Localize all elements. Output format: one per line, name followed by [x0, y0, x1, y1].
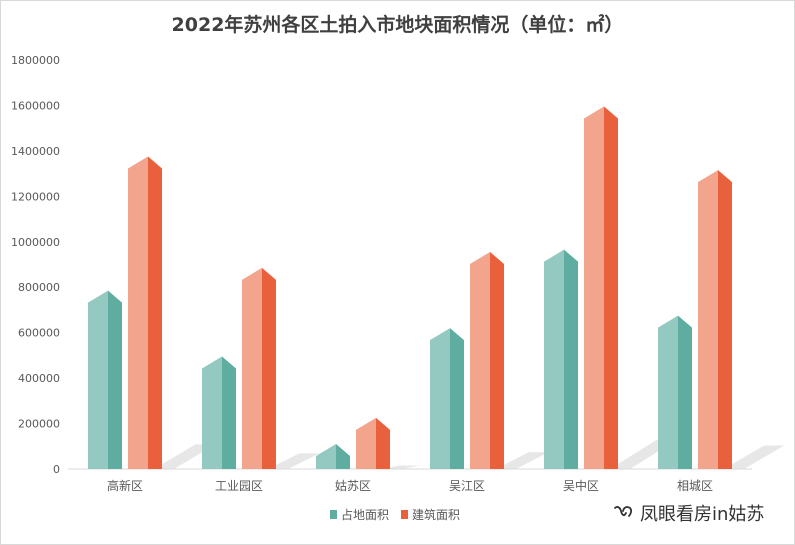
bar-front [202, 356, 222, 469]
x-tick-label: 姑苏区 [335, 479, 371, 493]
bar-shadow [154, 444, 216, 469]
chart-title: 2022年苏州各区土拍入市地块面积情况（单位：㎡） [171, 14, 624, 36]
bars [88, 106, 732, 470]
bar-front [88, 290, 108, 469]
x-tick-label: 吴中区 [563, 478, 599, 493]
y-tick-label: 1600000 [11, 99, 60, 112]
bar-front [242, 267, 262, 469]
legend-swatch-land-area [330, 510, 337, 519]
y-tick-label: 1200000 [11, 190, 60, 203]
bar-shadow [268, 453, 320, 469]
legend-label-building-area: 建筑面积 [412, 508, 461, 522]
bar-front [316, 443, 336, 469]
y-axis: 0 200000 400000 600000 800000 1000000 1200000 1… [11, 54, 60, 476]
bar-front [430, 328, 450, 469]
y-tick-label: 600000 [18, 327, 60, 340]
y-tick-label: 800000 [18, 281, 60, 294]
bar-front [658, 315, 678, 469]
bar-front [356, 417, 376, 469]
x-tick-label: 高新区 [107, 478, 143, 493]
legend-swatch-building-area [401, 510, 409, 519]
legend-label-land-area: 占地面积 [341, 508, 390, 522]
y-tick-label: 1400000 [11, 145, 60, 158]
bar-shadow [724, 445, 785, 469]
x-axis: 高新区 工业园区 姑苏区 吴江区 吴中区 相城区 [107, 478, 713, 493]
bar-front [584, 106, 604, 470]
bar-side [718, 170, 732, 469]
y-tick-label: 1000000 [11, 236, 60, 249]
y-tick-label: 400000 [18, 372, 60, 385]
bar-side [108, 290, 122, 469]
x-tick-label: 吴江区 [449, 479, 485, 493]
watermark-text: 凤眼看房in姑苏 [640, 504, 765, 525]
legend: 占地面积 建筑面积 [330, 506, 460, 523]
bar-shadow [382, 465, 420, 469]
watermark: 凤眼看房in姑苏 [612, 500, 764, 526]
legend-item-building-area: 建筑面积 [401, 506, 460, 523]
y-tick-label: 0 [53, 463, 60, 476]
bar-side [678, 315, 692, 469]
bar-front [698, 170, 718, 469]
bar-side [336, 443, 350, 469]
x-tick-label: 相城区 [677, 479, 713, 493]
x-tick-label: 工业园区 [215, 479, 263, 493]
bar-front [128, 156, 148, 469]
bar-side [222, 356, 236, 469]
bar-side [604, 106, 618, 470]
bar-side [490, 251, 504, 469]
bar-side [376, 417, 390, 469]
bar-front [544, 249, 564, 469]
bar-side [450, 328, 464, 469]
bar-front [470, 251, 490, 469]
legend-item-land-area: 占地面积 [330, 506, 389, 523]
y-tick-label: 200000 [18, 418, 60, 431]
bar-shadow [496, 452, 549, 469]
bar-side [564, 249, 578, 469]
bar-side [262, 267, 276, 469]
y-tick-label: 1800000 [11, 54, 60, 67]
wechat-channel-icon [614, 506, 632, 517]
bar-side [148, 156, 162, 469]
